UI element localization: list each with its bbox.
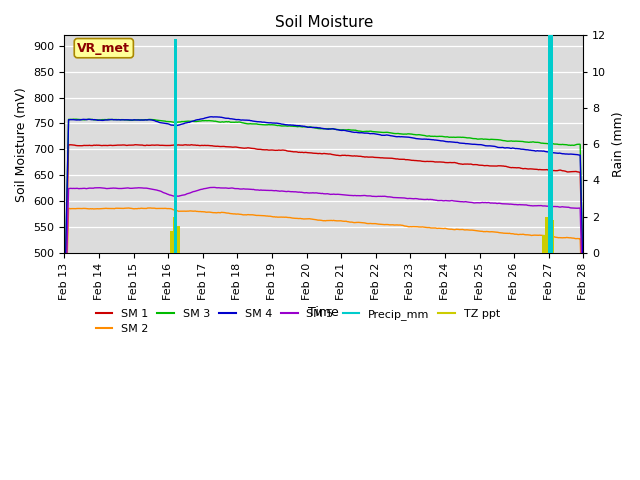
Bar: [175, 226, 177, 253]
Bar: [547, 216, 548, 253]
Bar: [177, 226, 179, 253]
Bar: [171, 231, 172, 253]
Bar: [544, 235, 545, 253]
Bar: [548, 36, 550, 253]
Bar: [172, 231, 173, 253]
Bar: [550, 36, 552, 253]
Bar: [176, 39, 177, 253]
Bar: [549, 36, 551, 253]
Y-axis label: Rain (mm): Rain (mm): [612, 111, 625, 177]
Bar: [174, 39, 175, 253]
Bar: [174, 216, 175, 253]
Bar: [173, 216, 174, 253]
Bar: [545, 216, 547, 253]
X-axis label: Time: Time: [308, 306, 339, 319]
Bar: [178, 226, 180, 253]
Bar: [550, 220, 552, 253]
Bar: [543, 235, 545, 253]
Bar: [170, 231, 172, 253]
Bar: [542, 235, 543, 253]
Bar: [176, 226, 177, 253]
Title: Soil Moisture: Soil Moisture: [275, 15, 373, 30]
Bar: [175, 39, 177, 253]
Bar: [551, 220, 553, 253]
Text: VR_met: VR_met: [77, 42, 131, 55]
Bar: [549, 220, 551, 253]
Bar: [551, 36, 553, 253]
Bar: [546, 216, 548, 253]
Bar: [548, 220, 550, 253]
Y-axis label: Soil Moisture (mV): Soil Moisture (mV): [15, 87, 28, 202]
Legend: SM 1, SM 2, SM 3, SM 4, SM 5, Precip_mm, TZ ppt: SM 1, SM 2, SM 3, SM 4, SM 5, Precip_mm,…: [91, 304, 505, 339]
Bar: [552, 220, 554, 253]
